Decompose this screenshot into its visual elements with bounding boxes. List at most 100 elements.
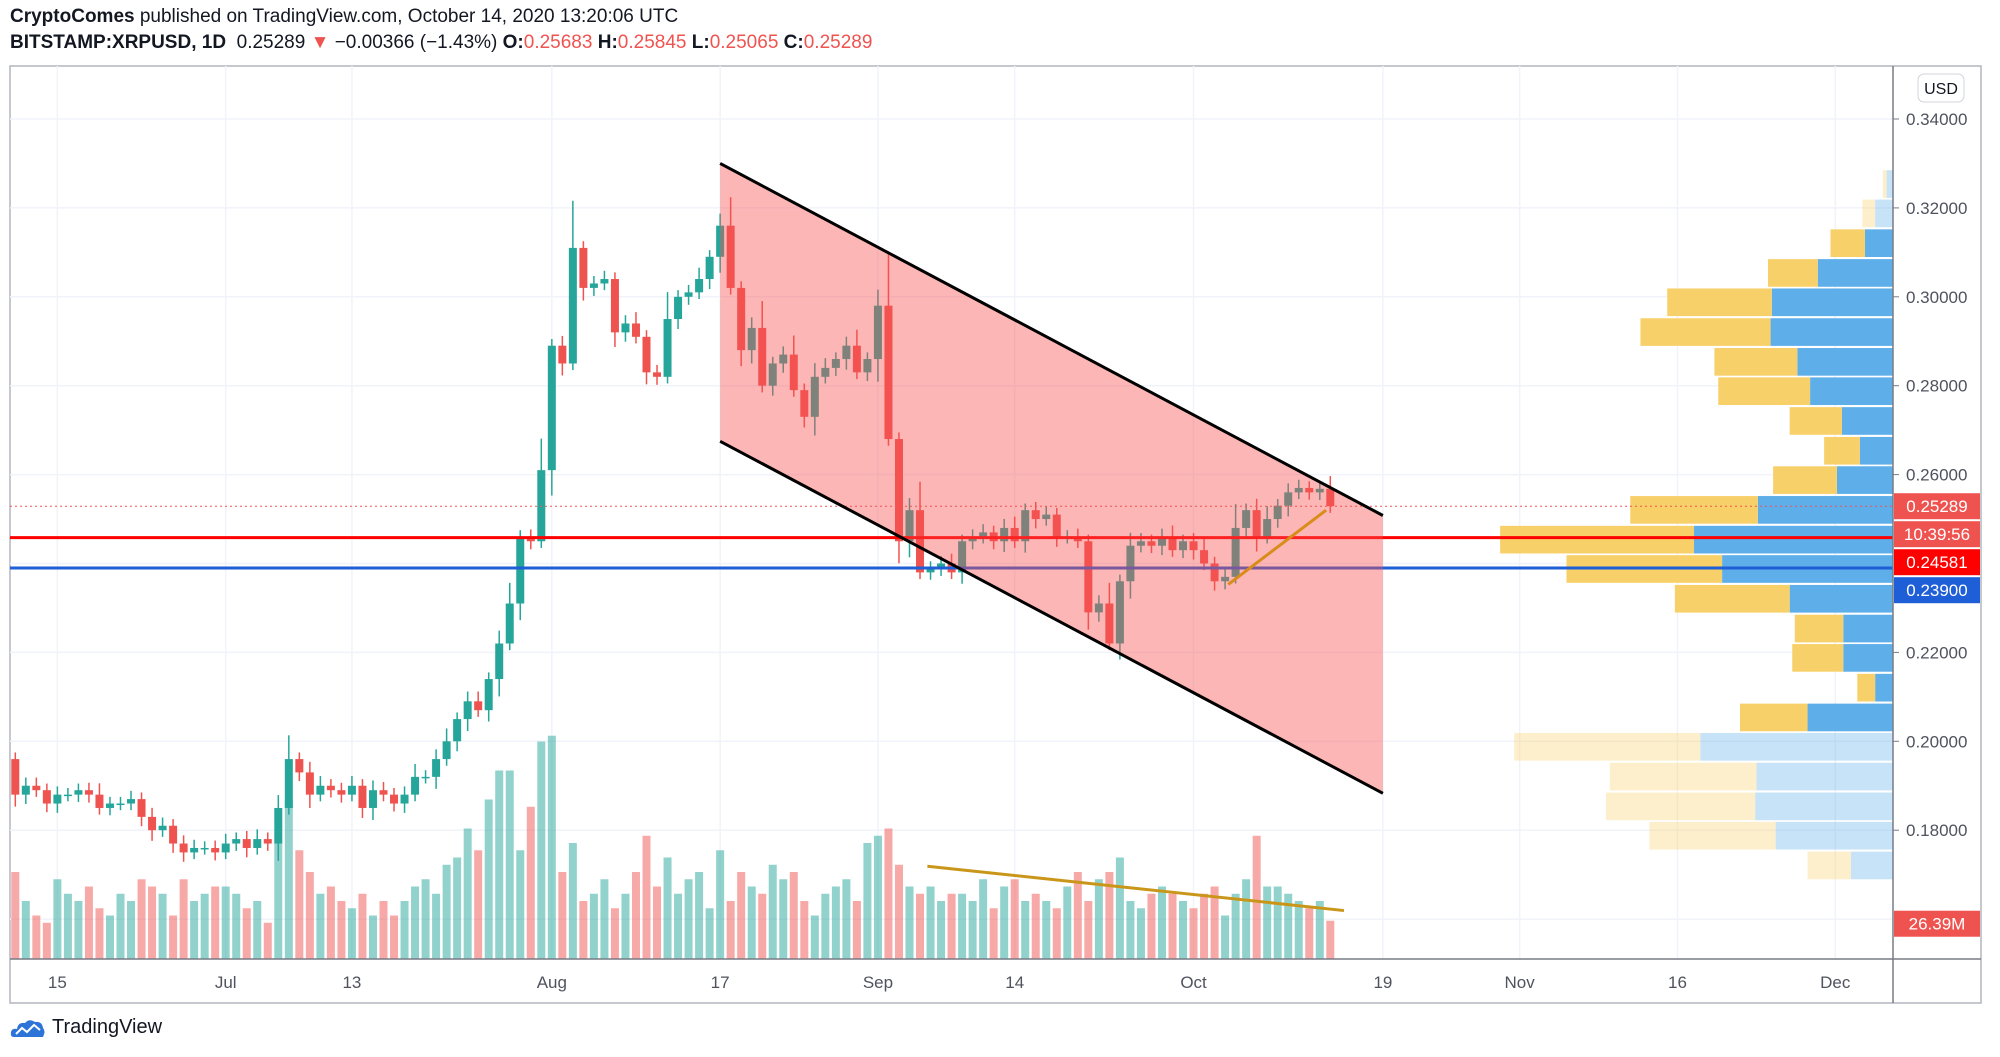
candle-body[interactable]	[1179, 541, 1188, 551]
candle-body[interactable]	[190, 847, 199, 853]
candle-body[interactable]	[589, 283, 598, 288]
candle-body[interactable]	[747, 327, 756, 351]
candle-body[interactable]	[474, 701, 483, 711]
candle-body[interactable]	[979, 532, 988, 537]
author-name[interactable]: CryptoComes	[10, 6, 135, 27]
candle-body[interactable]	[547, 345, 556, 471]
candle-body[interactable]	[1294, 487, 1303, 493]
candle-body[interactable]	[1084, 541, 1093, 613]
candle-body[interactable]	[558, 345, 567, 364]
candle-body[interactable]	[326, 785, 335, 791]
candle-body[interactable]	[768, 363, 777, 386]
candle-body[interactable]	[695, 279, 704, 293]
candle-body[interactable]	[800, 390, 809, 417]
candle-body[interactable]	[400, 794, 409, 804]
candle-body[interactable]	[379, 790, 388, 795]
candle-body[interactable]	[358, 785, 367, 808]
candle-body[interactable]	[1273, 505, 1282, 520]
candle-body[interactable]	[1242, 510, 1251, 528]
candle-body[interactable]	[411, 776, 420, 795]
candle-body[interactable]	[863, 359, 872, 373]
candle-body[interactable]	[610, 279, 619, 333]
candle-body[interactable]	[663, 319, 672, 377]
candle-body[interactable]	[221, 843, 230, 853]
candle-body[interactable]	[1042, 514, 1051, 520]
candle-body[interactable]	[274, 807, 283, 844]
candle-body[interactable]	[1284, 492, 1293, 506]
candle-body[interactable]	[442, 741, 451, 760]
candle-body[interactable]	[1157, 536, 1166, 546]
candle-body[interactable]	[1252, 510, 1261, 537]
candle-body[interactable]	[958, 541, 967, 573]
candle-body[interactable]	[42, 790, 51, 804]
candle-body[interactable]	[63, 794, 72, 797]
candle-body[interactable]	[211, 847, 220, 853]
candle-body[interactable]	[516, 536, 525, 604]
candle-body[interactable]	[1010, 527, 1019, 542]
candle-body[interactable]	[779, 354, 788, 364]
candle-body[interactable]	[453, 719, 462, 742]
candle-body[interactable]	[600, 279, 609, 284]
candle-body[interactable]	[1305, 487, 1314, 493]
candle-body[interactable]	[1021, 510, 1030, 542]
candle-body[interactable]	[242, 839, 251, 848]
candle-body[interactable]	[53, 794, 62, 804]
candle-body[interactable]	[821, 367, 830, 377]
candle-body[interactable]	[1031, 510, 1040, 520]
candle-body[interactable]	[653, 372, 662, 377]
candle-body[interactable]	[432, 759, 441, 777]
candle-body[interactable]	[495, 643, 504, 680]
descending-channel-fill[interactable]	[720, 163, 1383, 794]
volume-trendline[interactable]	[927, 864, 1345, 913]
candle-body[interactable]	[852, 345, 861, 373]
symbol-name[interactable]: BITSTAMP:XRPUSD, 1D	[10, 32, 227, 53]
candle-body[interactable]	[642, 336, 651, 373]
candle-body[interactable]	[368, 790, 377, 808]
candle-body[interactable]	[1136, 541, 1145, 546]
candle-body[interactable]	[831, 359, 840, 368]
candle-body[interactable]	[1263, 519, 1272, 537]
candle-body[interactable]	[621, 323, 630, 333]
candle-body[interactable]	[674, 296, 683, 320]
candle-body[interactable]	[916, 510, 925, 573]
candle-body[interactable]	[937, 563, 946, 568]
candle-body[interactable]	[1115, 581, 1124, 644]
candle-body[interactable]	[926, 567, 935, 573]
candle-body[interactable]	[842, 345, 851, 360]
candle-body[interactable]	[905, 510, 914, 542]
candle-body[interactable]	[169, 825, 178, 844]
candle-body[interactable]	[579, 247, 588, 288]
candle-body[interactable]	[11, 759, 20, 795]
candle-body[interactable]	[758, 327, 767, 386]
candle-body[interactable]	[1210, 563, 1219, 582]
price-trendline[interactable]	[1227, 508, 1327, 586]
candle-body[interactable]	[179, 843, 188, 853]
candle-body[interactable]	[263, 839, 272, 844]
candle-body[interactable]	[390, 794, 399, 804]
candle-body[interactable]	[253, 839, 262, 848]
candle-body[interactable]	[631, 323, 640, 337]
currency-label[interactable]: USD	[1924, 81, 1958, 98]
candle-body[interactable]	[32, 785, 41, 791]
candle-body[interactable]	[74, 790, 83, 795]
candle-body[interactable]	[95, 794, 104, 808]
candle-body[interactable]	[484, 679, 493, 711]
candle-body[interactable]	[1052, 514, 1061, 537]
candle-body[interactable]	[1231, 527, 1240, 577]
candle-body[interactable]	[463, 701, 472, 720]
candle-body[interactable]	[726, 225, 735, 288]
candle-body[interactable]	[684, 292, 693, 297]
candle-body[interactable]	[1105, 603, 1114, 644]
channel-lower-line[interactable]	[719, 439, 1384, 795]
candle-body[interactable]	[284, 759, 293, 808]
candle-body[interactable]	[105, 803, 114, 808]
candle-body[interactable]	[148, 816, 157, 831]
candle-body[interactable]	[84, 790, 93, 795]
candle-body[interactable]	[1147, 541, 1156, 546]
candle-body[interactable]	[1094, 603, 1103, 613]
candle-body[interactable]	[21, 785, 30, 795]
candle-body[interactable]	[295, 759, 304, 773]
candle-body[interactable]	[716, 225, 725, 257]
candle-body[interactable]	[232, 839, 241, 844]
